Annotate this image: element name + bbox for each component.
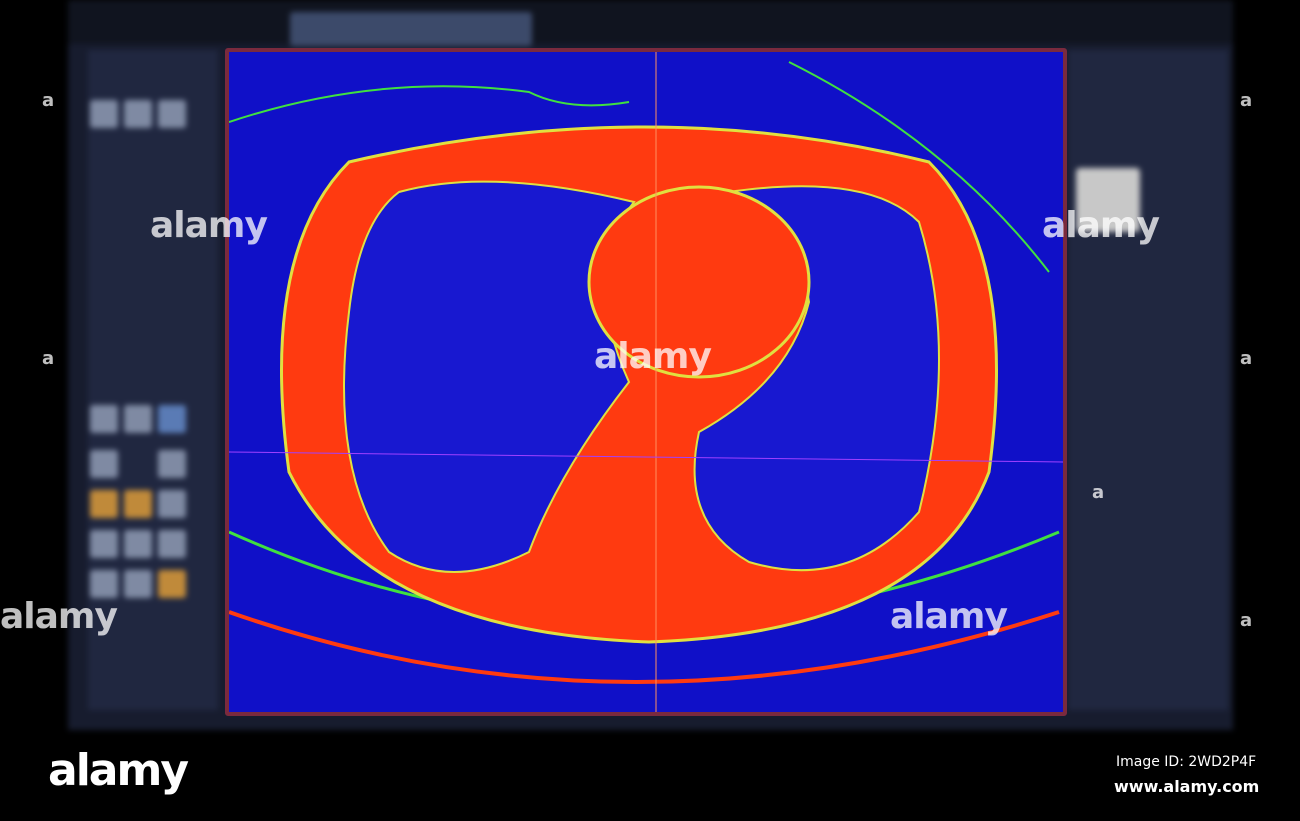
tool-icon[interactable] [124,530,152,558]
tool-icon[interactable] [124,100,152,128]
watermark-small: a [1240,610,1253,631]
watermark: alamy [890,596,1008,637]
watermark-small: a [42,348,55,369]
tool-icon[interactable] [90,490,118,518]
skin-contour [788,61,1050,273]
tool-icon[interactable] [90,405,118,433]
tool-icon[interactable] [158,490,186,518]
series-thumbnail[interactable] [1076,168,1140,232]
tool-icon[interactable] [90,450,118,478]
tool-icon[interactable] [158,405,186,433]
tool-icon[interactable] [90,530,118,558]
tool-icon[interactable] [158,530,186,558]
watermark: alamy [150,205,268,246]
tool-icon[interactable] [90,570,118,598]
tool-icon[interactable] [158,570,186,598]
tool-icon[interactable] [124,490,152,518]
crosshair-horizontal[interactable] [229,451,1063,463]
heart-aorta [587,185,811,379]
watermark-small: a [42,90,55,111]
top-toolbar [68,0,1233,44]
left-lung [693,185,940,572]
study-tab[interactable] [290,12,532,46]
watermark-small: a [1240,348,1253,369]
right-lung [343,180,636,573]
alamy-logo: alamy [48,745,189,796]
tool-icon[interactable] [158,450,186,478]
watermark: alamy [594,336,712,377]
site-url: www.alamy.com [1114,777,1260,796]
watermark: alamy [0,596,118,637]
tool-icon[interactable] [124,570,152,598]
tool-icon[interactable] [158,100,186,128]
image-id: Image ID: 2WD2P4F [1116,754,1257,770]
table-line [229,610,1060,684]
watermark-small: a [1092,482,1105,503]
tool-icon[interactable] [124,405,152,433]
left-tool-panel [88,50,218,710]
ct-scan-image [229,52,1063,712]
watermark: alamy [1042,205,1160,246]
tool-icon[interactable] [90,100,118,128]
ct-image-viewport[interactable] [225,48,1067,716]
watermark-small: a [1240,90,1253,111]
right-series-panel [1068,50,1228,710]
skin-contour [229,85,630,123]
